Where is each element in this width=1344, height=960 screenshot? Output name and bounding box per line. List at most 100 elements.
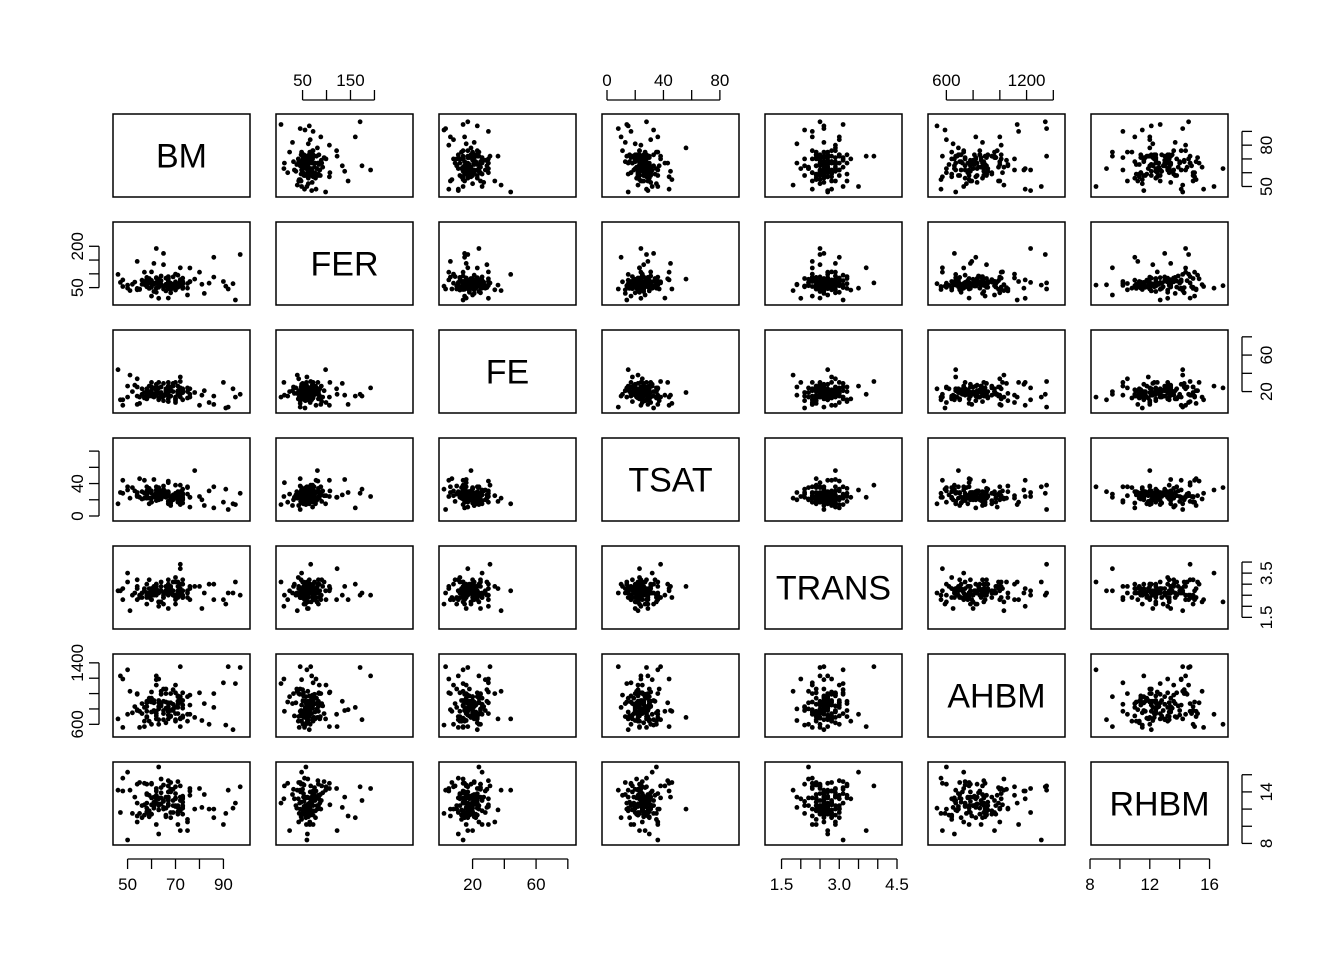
point-ahbm-rhbm-39 (1135, 707, 1141, 713)
point-tsat-rhbm-31 (1193, 503, 1199, 508)
point-trans-rhbm-3 (1211, 570, 1217, 576)
point-tsat-ahbm-41 (1021, 487, 1027, 493)
point-bm-trans-65 (836, 160, 842, 166)
point-trans-fer-6 (323, 597, 329, 603)
point-trans-tsat-77 (625, 595, 631, 600)
point-tsat-fe-117 (479, 489, 485, 495)
point-tsat-fer-17 (278, 502, 284, 507)
point-fe-bm-121 (168, 393, 174, 399)
point-tsat-fer-25 (281, 494, 287, 499)
panel-bm-vs-ahbm (927, 113, 1066, 198)
point-trans-ahbm-34 (1028, 588, 1033, 594)
point-fer-ahbm-135 (978, 281, 984, 287)
point-trans-rhbm-60 (1150, 606, 1156, 611)
point-fe-rhbm-87 (1166, 397, 1172, 403)
point-bm-rhbm-128 (1133, 162, 1139, 167)
point-trans-rhbm-88 (1174, 579, 1180, 585)
point-bm-fer-10 (318, 134, 324, 140)
point-fer-bm-8 (115, 272, 121, 277)
point-fe-bm-133 (151, 391, 157, 397)
point-bm-ahbm-70 (953, 160, 959, 166)
point-fer-trans-81 (833, 273, 838, 279)
point-bm-fer-34 (309, 188, 315, 194)
point-tsat-bm-134 (156, 490, 162, 496)
point-ahbm-trans-24 (809, 680, 815, 686)
point-trans-ahbm-87 (957, 577, 963, 583)
point-fe-ahbm-124 (992, 389, 997, 394)
variable-label-fer: FER (311, 246, 379, 284)
point-fer-fe-14 (441, 283, 447, 289)
point-fer-ahbm-39 (969, 259, 975, 264)
point-bm-ahbm-74 (974, 180, 980, 185)
point-ahbm-trans-101 (844, 708, 850, 713)
point-bm-trans-114 (829, 159, 834, 165)
point-fe-bm-10 (211, 402, 217, 407)
point-fe-fer-8 (323, 367, 328, 373)
point-ahbm-rhbm-101 (1190, 708, 1196, 713)
point-bm-ahbm-18 (940, 153, 945, 159)
point-tsat-fe-19 (449, 476, 455, 482)
panel-fe-vs-trans (764, 329, 903, 414)
point-fe-trans-15 (829, 402, 834, 408)
point-ahbm-tsat-92 (654, 710, 659, 716)
point-rhbm-bm-44 (134, 819, 140, 825)
point-trans-ahbm-72 (949, 575, 955, 580)
point-fe-ahbm-133 (966, 391, 972, 397)
point-fer-bm-33 (161, 251, 166, 256)
point-bm-fe-68 (474, 148, 480, 154)
point-fer-tsat-115 (638, 276, 644, 281)
point-ahbm-trans-25 (798, 676, 804, 682)
point-ahbm-rhbm-67 (1172, 714, 1178, 719)
point-bm-ahbm-24 (1016, 129, 1021, 134)
point-fe-bm-135 (158, 390, 164, 395)
point-fe-bm-129 (165, 388, 171, 394)
point-bm-fe-135 (468, 164, 474, 170)
point-bm-tsat-49 (655, 149, 661, 155)
point-ahbm-fer-43 (339, 698, 345, 704)
point-fer-ahbm-124 (992, 283, 997, 289)
point-tsat-ahbm-56 (956, 495, 961, 501)
point-bm-tsat-134 (644, 166, 649, 172)
point-trans-ahbm-3 (961, 570, 967, 576)
point-tsat-ahbm-90 (1005, 489, 1011, 495)
point-tsat-bm-35 (206, 488, 212, 494)
point-fer-fe-8 (508, 272, 514, 277)
point-fe-ahbm-21 (1001, 372, 1007, 378)
point-tsat-rhbm-15 (1178, 477, 1184, 483)
point-fer-bm-115 (165, 276, 171, 281)
point-tsat-trans-101 (844, 494, 850, 499)
point-fer-bm-10 (211, 274, 217, 280)
point-ahbm-rhbm-69 (1181, 687, 1187, 693)
point-fer-ahbm-114 (958, 283, 964, 289)
point-trans-fe-112 (479, 595, 485, 600)
point-ahbm-trans-59 (806, 688, 811, 694)
point-fe-ahbm-109 (965, 388, 971, 394)
point-fe-bm-39 (134, 402, 140, 407)
point-bm-fer-122 (313, 175, 318, 181)
point-bm-rhbm-27 (1187, 153, 1193, 159)
point-ahbm-fe-40 (460, 724, 466, 729)
point-trans-ahbm-50 (938, 597, 944, 603)
point-bm-fer-9 (315, 145, 320, 151)
point-fe-tsat-32 (662, 392, 668, 398)
point-ahbm-trans-40 (825, 724, 831, 729)
point-fer-bm-135 (158, 281, 164, 287)
point-bm-fe-16 (446, 142, 452, 148)
point-tsat-fe-49 (476, 484, 482, 490)
point-fer-bm-9 (192, 276, 198, 282)
point-bm-trans-86 (817, 168, 823, 174)
point-fe-fer-25 (281, 380, 287, 385)
point-tsat-bm-65 (165, 478, 171, 484)
point-trans-tsat-18 (637, 566, 642, 572)
point-ahbm-fer-15 (313, 676, 319, 682)
point-fer-bm-63 (187, 279, 193, 284)
point-tsat-fe-46 (495, 499, 501, 504)
point-trans-rhbm-39 (1135, 597, 1141, 603)
point-ahbm-bm-3 (125, 711, 130, 717)
point-bm-rhbm-41 (1178, 167, 1184, 173)
point-trans-fer-36 (287, 588, 292, 594)
point-fer-rhbm-23 (1093, 282, 1099, 288)
point-bm-ahbm-114 (958, 159, 964, 165)
point-fe-tsat-24 (628, 380, 634, 385)
point-tsat-bm-9 (192, 468, 198, 473)
